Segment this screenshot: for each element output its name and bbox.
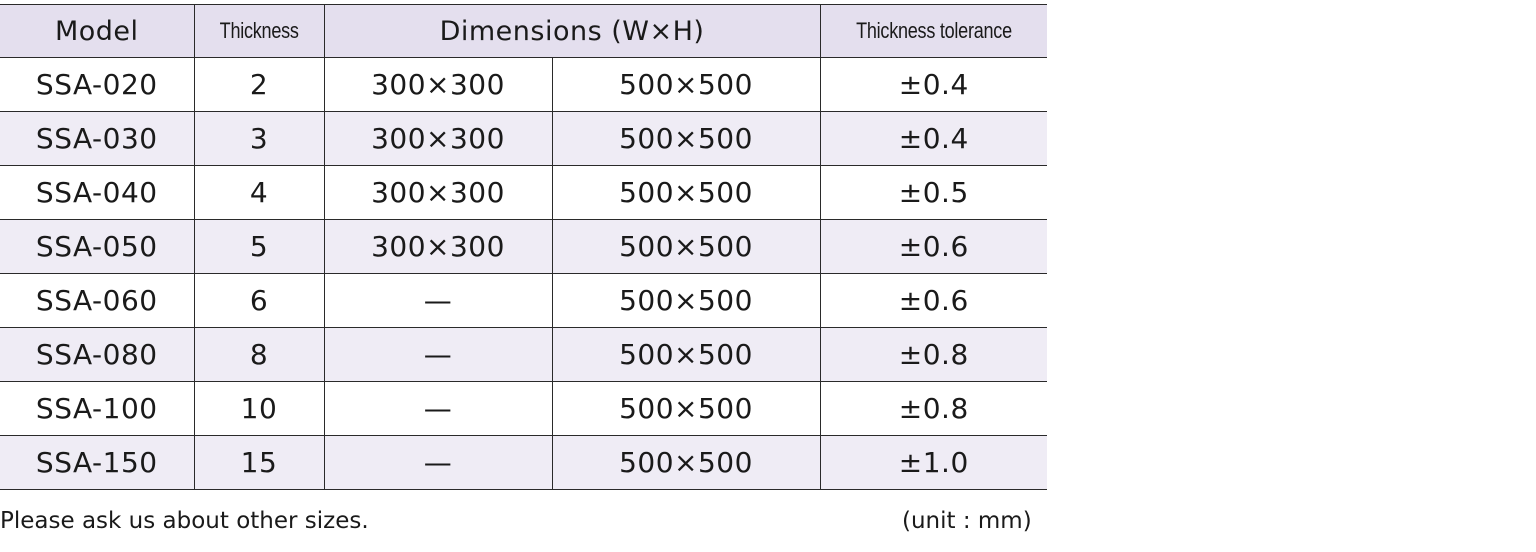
cell-tolerance: ±0.4 (819, 57, 1048, 112)
table-row: SSA-040 4 300×300 500×500 ±0.5 (0, 165, 1048, 220)
table-row: SSA-150 15 — 500×500 ±1.0 (0, 435, 1048, 490)
cell-dimension-a: 300×300 (323, 57, 553, 112)
cell-model: SSA-030 (0, 111, 195, 166)
header-tolerance: Thickness tolerance (819, 4, 1048, 58)
cell-tolerance: ±0.5 (819, 165, 1048, 220)
cell-dimension-b: 500×500 (551, 273, 821, 328)
cell-thickness: 3 (193, 111, 325, 166)
cell-model: SSA-060 (0, 273, 195, 328)
cell-thickness: 2 (193, 57, 325, 112)
cell-model: SSA-020 (0, 57, 195, 112)
table-header: Model Thickness Dimensions (W×H) Thickne… (0, 4, 1048, 58)
cell-model: SSA-040 (0, 165, 195, 220)
cell-dimension-a: — (323, 273, 553, 328)
cell-dimension-b: 500×500 (551, 381, 821, 436)
table-body: SSA-020 2 300×300 500×500 ±0.4 SSA-030 3… (0, 57, 1048, 490)
header-row: Model Thickness Dimensions (W×H) Thickne… (0, 4, 1048, 58)
cell-thickness: 5 (193, 219, 325, 274)
cell-dimension-a: — (323, 435, 553, 490)
header-model: Model (0, 4, 195, 58)
table-row: SSA-100 10 — 500×500 ±0.8 (0, 381, 1048, 436)
cell-dimension-b: 500×500 (551, 165, 821, 220)
cell-model: SSA-100 (0, 381, 195, 436)
table-row: SSA-020 2 300×300 500×500 ±0.4 (0, 57, 1048, 112)
cell-tolerance: ±0.8 (819, 381, 1048, 436)
table-row: SSA-030 3 300×300 500×500 ±0.4 (0, 111, 1048, 166)
cell-dimension-b: 500×500 (551, 435, 821, 490)
table-row: SSA-050 5 300×300 500×500 ±0.6 (0, 219, 1048, 274)
header-dimensions: Dimensions (W×H) (323, 4, 821, 58)
cell-dimension-b: 500×500 (551, 219, 821, 274)
footnote-other-sizes: Please ask us about other sizes. (0, 508, 369, 534)
spec-table: Model Thickness Dimensions (W×H) Thickne… (0, 4, 1048, 490)
unit-note: (unit : mm) (902, 508, 1032, 534)
cell-dimension-a: — (323, 381, 553, 436)
cell-tolerance: ±0.6 (819, 219, 1048, 274)
table-row: SSA-080 8 — 500×500 ±0.8 (0, 327, 1048, 382)
header-tolerance-label: Thickness tolerance (855, 18, 1012, 43)
cell-thickness: 4 (193, 165, 325, 220)
cell-tolerance: ±0.6 (819, 273, 1048, 328)
header-thickness: Thickness (193, 4, 325, 58)
cell-thickness: 10 (193, 381, 325, 436)
cell-dimension-b: 500×500 (551, 111, 821, 166)
cell-dimension-a: — (323, 327, 553, 382)
header-thickness-label: Thickness (219, 18, 299, 43)
cell-dimension-b: 500×500 (551, 57, 821, 112)
cell-dimension-a: 300×300 (323, 111, 553, 166)
cell-model: SSA-150 (0, 435, 195, 490)
cell-model: SSA-050 (0, 219, 195, 274)
cell-thickness: 8 (193, 327, 325, 382)
cell-dimension-a: 300×300 (323, 219, 553, 274)
cell-model: SSA-080 (0, 327, 195, 382)
cell-tolerance: ±0.4 (819, 111, 1048, 166)
cell-tolerance: ±1.0 (819, 435, 1048, 490)
cell-thickness: 6 (193, 273, 325, 328)
cell-thickness: 15 (193, 435, 325, 490)
cell-dimension-b: 500×500 (551, 327, 821, 382)
table-row: SSA-060 6 — 500×500 ±0.6 (0, 273, 1048, 328)
cell-tolerance: ±0.8 (819, 327, 1048, 382)
cell-dimension-a: 300×300 (323, 165, 553, 220)
